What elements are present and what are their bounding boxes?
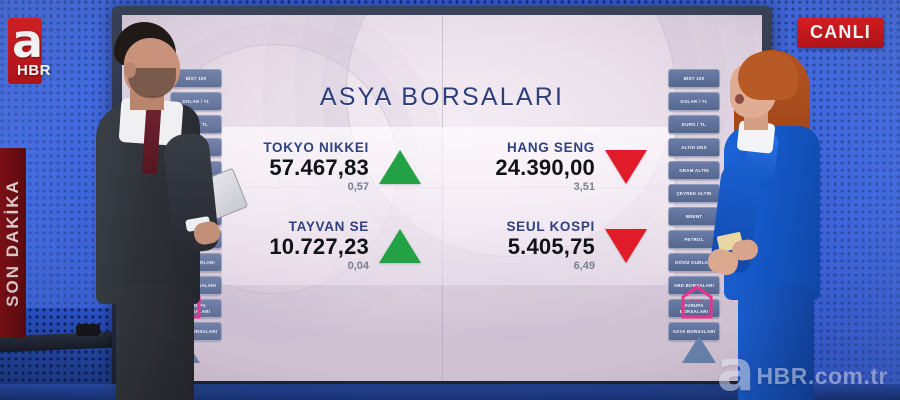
triangle-down-icon — [605, 228, 647, 263]
screen-menu-right: BİST 100 DOLAR / TL EURO / TL ALTIN ONS … — [668, 69, 720, 341]
presenter-male-legs — [116, 284, 194, 400]
quote-value: 57.467,83 — [269, 155, 369, 181]
site-watermark: a HBR.com.tr — [716, 338, 888, 400]
menu-item-dolar-tl[interactable]: DOLAR / TL — [668, 92, 720, 111]
presenter-female-legs — [738, 286, 814, 400]
asia-markets-panel: TOKYO NIKKEI 57.467,83 0,57 HANG SENG 24… — [222, 127, 674, 285]
quote-text-block: SEUL KOSPI 5.405,75 6,49 — [475, 219, 595, 273]
quote-card-tayvan-se[interactable]: TAYVAN SE 10.727,23 0,04 — [222, 206, 448, 285]
menu-item-euro-tl[interactable]: EURO / TL — [668, 115, 720, 134]
quote-change: 6,49 — [573, 260, 595, 273]
menu-item-ceyrek-altin[interactable]: ÇEYREK ALTIN — [668, 184, 720, 203]
home-menu-icon[interactable]: menu — [680, 285, 714, 319]
quote-name: TAYVAN SE — [288, 218, 369, 234]
home-menu-label: menu — [689, 298, 705, 304]
breaking-news-label: SON DAKİKA — [3, 179, 22, 307]
menu-item-abd-borsalari[interactable]: ABD BORSALARI — [668, 276, 720, 295]
quote-card-seul-kospi[interactable]: SEUL KOSPI 5.405,75 6,49 — [448, 206, 674, 285]
menu-item-altin-ons[interactable]: ALTIN ONS — [668, 138, 720, 157]
quote-text-block: TOKYO NIKKEI 57.467,83 0,57 — [249, 140, 369, 194]
presenter-female — [702, 44, 842, 400]
breaking-news-banner: SON DAKİKA — [0, 148, 26, 338]
quote-change: 0,57 — [347, 181, 369, 194]
live-badge: CANLI — [797, 18, 884, 48]
triangle-marker-right — [682, 336, 716, 363]
quote-name: TOKYO NIKKEI — [263, 139, 369, 155]
triangle-up-icon — [379, 228, 421, 263]
channel-logo: a HBR — [8, 18, 62, 84]
quote-change: 0,04 — [347, 260, 369, 273]
watermark-text: HBR.com.tr — [756, 363, 888, 389]
quote-change: 3,51 — [573, 181, 595, 194]
quote-value: 5.405,75 — [507, 234, 595, 260]
quote-name: SEUL KOSPI — [506, 218, 595, 234]
desk-object — [76, 324, 100, 336]
channel-logo-text: HBR — [17, 62, 51, 79]
quotes-grid: TOKYO NIKKEI 57.467,83 0,57 HANG SENG 24… — [222, 127, 674, 285]
presenter-male-ear — [124, 62, 136, 78]
menu-item-bist100[interactable]: BİST 100 — [668, 69, 720, 88]
menu-item-gram-altin[interactable]: GRAM ALTIN — [668, 161, 720, 180]
channel-logo-letter: a — [12, 14, 44, 68]
channel-logo-bar — [8, 18, 42, 84]
quote-value: 10.727,23 — [269, 234, 369, 260]
monitor-display: ASYA BORSALARI TOKYO NIKKEI 57.467,83 0,… — [122, 15, 762, 381]
quote-value: 24.390,00 — [495, 155, 595, 181]
quote-text-block: TAYVAN SE 10.727,23 0,04 — [249, 219, 369, 273]
quote-card-hang-seng[interactable]: HANG SENG 24.390,00 3,51 — [448, 127, 674, 206]
quote-card-tokyo-nikkei[interactable]: TOKYO NIKKEI 57.467,83 0,57 — [222, 127, 448, 206]
quote-name: HANG SENG — [506, 139, 595, 155]
quote-text-block: HANG SENG 24.390,00 3,51 — [475, 140, 595, 194]
home-outline-icon — [681, 285, 713, 319]
presenter-male — [72, 22, 249, 400]
studio-floor-strip — [0, 384, 900, 400]
triangle-down-icon — [605, 149, 647, 184]
presenter-female-hair-front — [738, 52, 798, 100]
triangle-up-icon — [379, 149, 421, 184]
presenter-female-mouth — [735, 94, 744, 104]
page-title: ASYA BORSALARI — [319, 83, 565, 111]
watermark-letter: a — [716, 338, 755, 400]
